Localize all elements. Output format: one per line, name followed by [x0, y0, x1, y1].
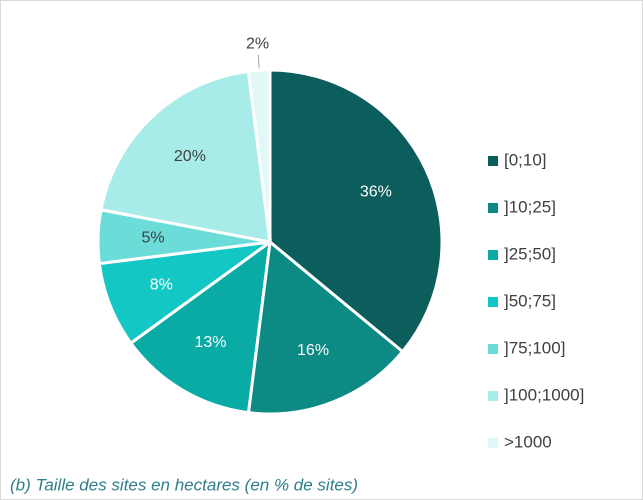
legend-label: >1000	[504, 432, 552, 451]
data-label: 36%	[360, 183, 392, 200]
data-label: 16%	[297, 342, 329, 359]
data-label: 5%	[142, 230, 165, 247]
pie-slice	[99, 69, 272, 244]
legend-label: ]25;50]	[504, 244, 556, 263]
legend-swatch	[488, 438, 498, 448]
legend-swatch	[488, 344, 498, 354]
data-label: 20%	[174, 148, 206, 165]
legend-swatch	[488, 297, 498, 307]
data-label: 2%	[246, 36, 269, 53]
legend-swatch	[488, 203, 498, 213]
legend-swatch	[488, 391, 498, 401]
legend-swatch	[488, 156, 498, 166]
data-label: 13%	[194, 334, 226, 351]
pie-slice	[246, 239, 405, 416]
pie-slice	[246, 68, 272, 243]
pie-slice	[268, 68, 444, 354]
legend-label: ]75;100]	[504, 338, 565, 357]
leader-line	[257, 54, 260, 69]
data-label: 8%	[150, 276, 173, 293]
pie-slice	[128, 238, 272, 415]
legend-label: [0;10]	[504, 150, 547, 169]
legend-label: ]10;25]	[504, 197, 556, 216]
legend-label: ]100;1000]	[504, 385, 584, 404]
legend-label: ]50;75]	[504, 291, 556, 310]
caption: (b) Taille des sites en hectares (en % d…	[10, 475, 358, 494]
legend-swatch	[488, 250, 498, 260]
